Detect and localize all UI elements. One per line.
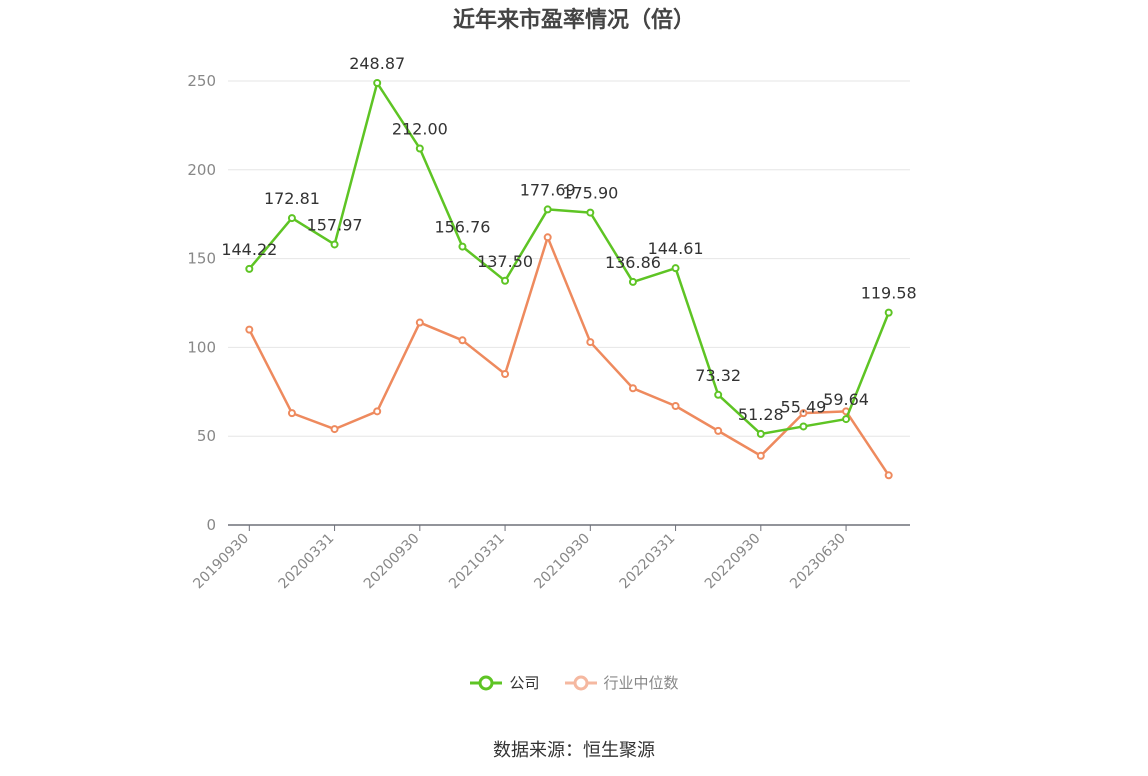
data-label: 119.58 <box>861 284 917 303</box>
legend-label-industry: 行业中位数 <box>603 674 679 692</box>
x-tick-label: 20230630 <box>787 531 849 593</box>
data-label: 175.90 <box>562 184 618 203</box>
data-point-industry <box>884 471 893 480</box>
data-point-company <box>330 240 339 249</box>
chart-title: 近年来市盈率情况（倍） <box>452 8 695 33</box>
data-point-company <box>543 205 552 214</box>
x-tick-label: 20210930 <box>531 531 593 593</box>
data-point-company <box>287 214 296 223</box>
data-point-company <box>842 415 851 424</box>
data-label: 73.32 <box>695 366 741 385</box>
data-point-industry <box>330 425 339 434</box>
series-group <box>245 79 893 480</box>
data-point-industry <box>628 384 637 393</box>
y-tick-label: 250 <box>187 72 216 90</box>
legend-company-marker-icon <box>470 675 503 690</box>
data-label: 144.22 <box>221 240 277 259</box>
data-label: 136.86 <box>605 253 661 272</box>
legend-item-industry[interactable]: 行业中位数 <box>564 672 679 693</box>
data-point-company <box>501 276 510 285</box>
data-point-company <box>628 277 637 286</box>
data-point-industry <box>501 370 510 379</box>
grid-lines <box>228 80 910 437</box>
data-point-company <box>671 264 680 273</box>
x-tick-label: 20220331 <box>617 531 679 593</box>
data-point-company <box>714 390 723 399</box>
data-label: 144.61 <box>648 239 704 258</box>
data-point-company <box>245 264 254 273</box>
data-point-company <box>756 429 765 438</box>
series-line-company <box>248 81 890 436</box>
data-label: 172.81 <box>264 189 320 208</box>
data-point-company <box>799 422 808 431</box>
data-label: 177.69 <box>520 180 576 199</box>
y-tick-label: 200 <box>187 161 216 179</box>
data-point-industry <box>415 318 424 327</box>
x-tick-label: 20210331 <box>446 531 508 593</box>
data-label: 59.64 <box>823 390 869 409</box>
data-label: 212.00 <box>392 119 448 138</box>
series-line-industry <box>248 236 890 476</box>
data-point-industry <box>799 409 808 418</box>
data-labels: 144.22 172.81 157.97 248.87 212.00 156.76 137.… <box>221 54 916 424</box>
legend-industry-marker-icon <box>564 675 597 690</box>
data-point-industry <box>586 338 595 347</box>
data-point-company <box>373 79 382 88</box>
data-source: 数据来源：恒生聚源 <box>493 740 655 761</box>
data-label: 248.87 <box>349 54 405 73</box>
data-label: 55.49 <box>781 397 827 416</box>
data-label: 157.97 <box>307 215 363 234</box>
y-tick-label: 150 <box>187 250 216 268</box>
data-point-industry <box>458 336 467 345</box>
x-tick-label: 20200930 <box>361 531 423 593</box>
data-label: 51.28 <box>738 405 784 424</box>
data-point-industry <box>543 233 552 242</box>
data-label: 156.76 <box>434 218 490 237</box>
data-point-industry <box>245 325 254 334</box>
data-label: 137.50 <box>477 252 533 271</box>
y-tick-label: 50 <box>197 427 216 445</box>
legend-label-company: 公司 <box>509 674 540 692</box>
data-point-industry <box>287 409 296 418</box>
data-point-industry <box>756 451 765 460</box>
axes: 0 50 100 150 200 250 20190930 20200331 20200930 2… <box>187 72 910 592</box>
x-tick-label: 20220930 <box>702 531 764 593</box>
data-point-company <box>586 208 595 217</box>
data-point-industry <box>714 426 723 435</box>
data-point-industry <box>671 402 680 411</box>
x-tick-label: 20200331 <box>276 531 338 593</box>
data-point-industry <box>373 407 382 416</box>
line-chart: 0 50 100 150 200 250 20190930 20200331 20200930 2… <box>187 54 916 592</box>
x-tick-label: 20190930 <box>190 531 252 593</box>
legend-item-company[interactable]: 公司 <box>469 672 540 693</box>
y-tick-label: 0 <box>206 516 216 534</box>
data-point-company <box>458 242 467 251</box>
y-tick-label: 100 <box>187 338 216 356</box>
legend: 公司 行业中位数 <box>0 672 1148 693</box>
data-point-company <box>415 144 424 153</box>
data-point-company <box>884 308 893 317</box>
